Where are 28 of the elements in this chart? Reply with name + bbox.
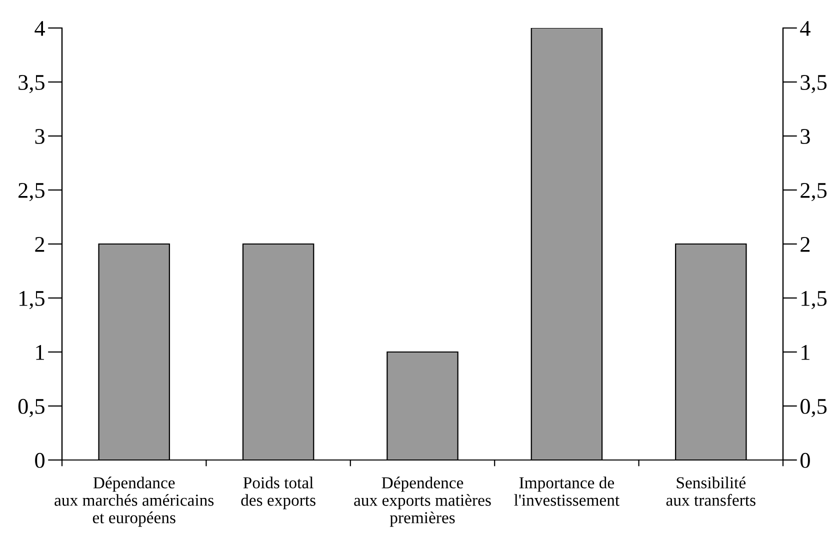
y-tick-label: 0,5 xyxy=(18,398,44,418)
y2-tick-label: 3,5 xyxy=(800,74,827,94)
y2-tick-label: 0,5 xyxy=(800,398,827,418)
bar xyxy=(675,243,747,460)
y2-tick-label: 3 xyxy=(800,128,810,144)
y2-tick-label: 1 xyxy=(802,345,810,360)
y-tick-label: 3,5 xyxy=(18,74,44,94)
bar xyxy=(242,243,314,460)
y2-tick-label: 0 xyxy=(800,452,810,468)
bar xyxy=(530,28,603,460)
y-tick-label: 2 xyxy=(35,236,44,252)
x-tick-label: Importance de l'investissement xyxy=(514,476,620,506)
x-tick-label: Dépendence aux exports matières premières xyxy=(354,476,491,527)
y-tick-label: 3 xyxy=(35,128,44,144)
x-tick-label: Poids total des exports xyxy=(241,476,316,510)
y-tick-label: 0 xyxy=(35,452,44,468)
y2-tick-label: 1,5 xyxy=(802,291,827,310)
y-tick-label: 1,5 xyxy=(20,291,44,310)
bar xyxy=(98,243,170,460)
bar xyxy=(386,351,458,460)
y-tick-label: 2,5 xyxy=(18,182,44,202)
x-tick-label: Dépendance aux marchés américains et européens xyxy=(54,476,214,527)
y-tick-label: 1 xyxy=(36,345,44,360)
y2-tick-label: 2 xyxy=(800,236,810,252)
y2-tick-label: 4 xyxy=(800,21,810,36)
x-tick-label: Sensibilité aux transferts xyxy=(666,476,756,506)
y2-tick-label: 2,5 xyxy=(800,182,827,202)
y-tick-label: 4 xyxy=(34,21,45,36)
